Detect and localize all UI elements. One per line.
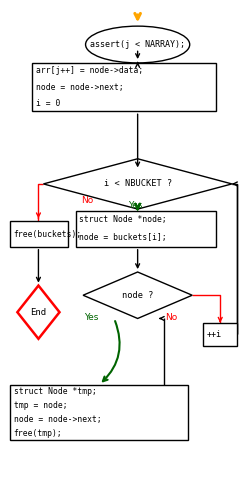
Text: node = node->next;: node = node->next;	[36, 83, 124, 91]
Text: free(tmp);: free(tmp);	[14, 429, 62, 438]
Text: Yes: Yes	[128, 201, 142, 210]
Polygon shape	[17, 286, 60, 339]
FancyBboxPatch shape	[10, 221, 68, 247]
FancyBboxPatch shape	[10, 385, 188, 440]
Text: i = 0: i = 0	[36, 99, 60, 108]
Text: arr[j++] = node->data;: arr[j++] = node->data;	[36, 66, 143, 76]
Text: End: End	[30, 308, 47, 317]
FancyBboxPatch shape	[203, 323, 237, 346]
Text: node = node->next;: node = node->next;	[14, 415, 101, 424]
Text: assert(j < NARRAY);: assert(j < NARRAY);	[90, 40, 185, 49]
Text: No: No	[165, 313, 177, 321]
Text: tmp = node;: tmp = node;	[14, 401, 67, 410]
Text: struct Node *node;: struct Node *node;	[79, 215, 167, 224]
FancyBboxPatch shape	[32, 63, 216, 111]
Polygon shape	[83, 272, 192, 318]
Text: node = buckets[i];: node = buckets[i];	[79, 233, 167, 242]
FancyBboxPatch shape	[76, 211, 216, 247]
Text: struct Node *tmp;: struct Node *tmp;	[14, 387, 96, 396]
Text: Yes: Yes	[85, 313, 99, 321]
Text: i < NBUCKET ?: i < NBUCKET ?	[103, 180, 172, 188]
Text: ++i: ++i	[207, 330, 222, 339]
Text: node ?: node ?	[122, 291, 154, 300]
Text: No: No	[81, 197, 93, 205]
Text: free(buckets);: free(buckets);	[14, 229, 82, 239]
Polygon shape	[43, 159, 232, 209]
Ellipse shape	[86, 26, 190, 63]
